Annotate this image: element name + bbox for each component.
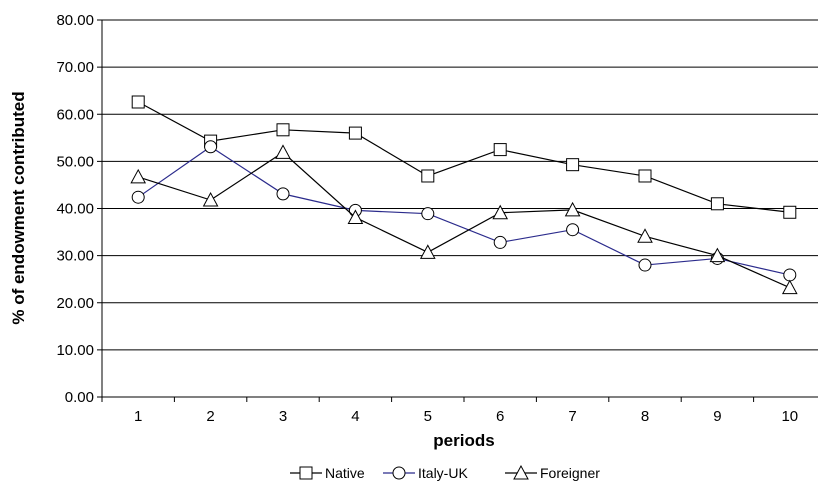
y-tick-label: 50.00 [56,153,94,170]
legend-item-foreigner: Foreigner [505,464,600,481]
data-point-foreigner [492,204,509,220]
y-axis-title: % of endowment contributed [9,91,28,324]
data-point-italy-uk [204,140,218,154]
y-tick-label: 30.00 [56,248,94,265]
y-tick-labels: 0.00 10.00 20.00 30.00 40.00 50.00 60.00 70.00 8… [56,12,94,406]
data-point-native [131,95,145,109]
y-tick-label: 70.00 [56,59,94,76]
legend-item-italy-uk: Italy-UK [383,465,468,481]
x-tick-label: 3 [279,408,287,425]
data-point-foreigner [130,168,147,184]
data-point-native [348,126,362,140]
x-tick-label: 9 [713,408,721,425]
series-line-foreigner [138,151,791,289]
data-point-italy-uk [566,223,580,237]
data-point-foreigner [637,228,653,243]
data-point-italy-uk [276,187,290,201]
data-point-native [566,158,580,172]
data-point-foreigner [347,209,364,224]
data-point-foreigner [564,201,581,217]
x-tick-label: 2 [206,408,214,425]
series [130,95,798,295]
x-tick-label: 4 [351,408,359,425]
data-point-foreigner [202,191,219,207]
x-tick-label: 8 [641,408,649,425]
legend-marker [299,466,313,480]
legend: Native Italy-UK Foreigner [290,464,600,481]
y-tick-label: 20.00 [56,295,94,312]
data-point-native [710,197,724,211]
legend-item-native: Native [290,465,365,481]
data-point-native [783,205,797,219]
series-foreigner [130,144,798,295]
data-point-italy-uk [493,235,507,249]
y-tick-label: 10.00 [56,342,94,359]
data-point-italy-uk [131,190,145,204]
data-point-foreigner [419,244,436,259]
data-point-foreigner [275,144,291,159]
data-point-native [493,143,507,157]
legend-marker [392,466,406,480]
x-tick-label: 6 [496,408,504,425]
axes [97,19,818,402]
data-point-native [638,169,652,183]
data-point-native [421,169,435,183]
series-native [131,95,797,219]
data-point-italy-uk [638,258,652,272]
data-point-italy-uk [783,268,797,282]
legend-label: Italy-UK [418,465,468,481]
y-tick-label: 60.00 [56,106,94,123]
data-point-foreigner [781,279,798,295]
series-line-italy-uk [137,146,790,276]
data-point-foreigner [709,247,726,263]
y-tick-label: 0.00 [65,389,94,406]
y-tick-label: 80.00 [56,12,94,29]
y-tick-label: 40.00 [56,201,94,218]
x-tick-label: 7 [568,408,576,425]
data-point-italy-uk [421,207,435,221]
x-axis-title: periods [433,431,494,450]
x-tick-label: 1 [134,408,142,425]
x-tick-labels: 1 2 3 4 5 6 7 8 9 10 [134,408,798,425]
data-point-native [276,123,290,137]
series-line-native [137,101,790,213]
gridlines [102,19,818,351]
x-tick-label: 5 [424,408,432,425]
legend-label: Native [325,465,365,481]
x-tick-label: 10 [781,408,798,425]
legend-label: Foreigner [540,465,600,481]
legend-marker [513,464,529,480]
